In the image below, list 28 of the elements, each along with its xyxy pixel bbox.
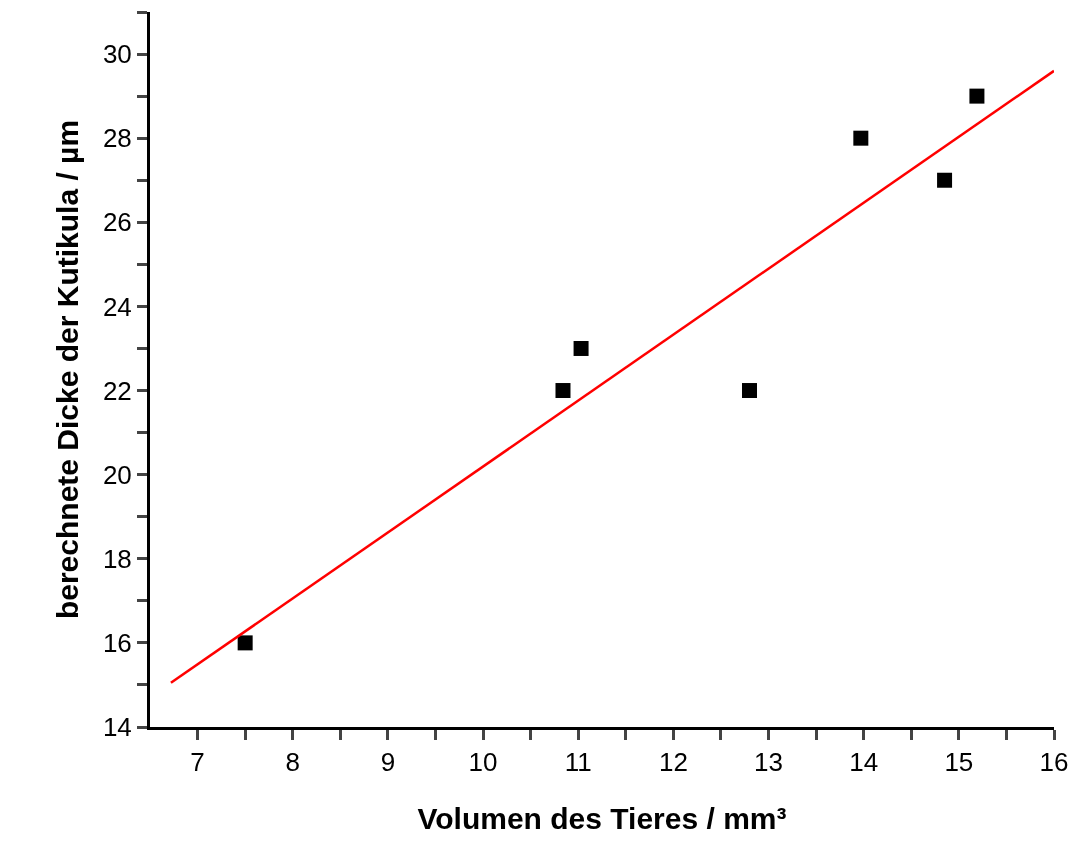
y-tick-label: 24 xyxy=(102,291,132,322)
y-tick-label: 28 xyxy=(102,123,132,154)
x-tick-label: 11 xyxy=(564,747,592,778)
y-axis-title: berechnete Dicke der Kutikula / µm xyxy=(51,119,84,620)
x-axis-title: Volumen des Tieres / mm³ xyxy=(417,802,787,835)
y-tick-label: 22 xyxy=(102,375,132,406)
point xyxy=(741,383,757,399)
y-tick-label: 30 xyxy=(102,39,132,70)
y-tick-label: 16 xyxy=(102,627,132,658)
x-tick-label: 10 xyxy=(468,747,498,778)
x-tick-label: 9 xyxy=(380,747,396,778)
y-tick-label: 20 xyxy=(102,459,132,490)
x-tick-label: 14 xyxy=(849,747,879,778)
y-tick-label: 26 xyxy=(102,207,132,238)
point xyxy=(555,383,571,399)
y-tick-label: 14 xyxy=(102,712,132,743)
x-tick-label: 8 xyxy=(285,747,300,778)
x-tick-label: 15 xyxy=(944,747,974,778)
x-tick-label: 16 xyxy=(1039,747,1069,778)
y-tick-label: 18 xyxy=(102,543,132,574)
point xyxy=(937,172,953,188)
x-tick-label: 12 xyxy=(658,747,688,778)
x-tick-label: 7 xyxy=(190,747,205,778)
point xyxy=(237,635,253,651)
x-tick-label: 13 xyxy=(754,747,783,778)
point xyxy=(853,130,869,146)
point xyxy=(969,88,985,104)
point xyxy=(573,340,589,356)
